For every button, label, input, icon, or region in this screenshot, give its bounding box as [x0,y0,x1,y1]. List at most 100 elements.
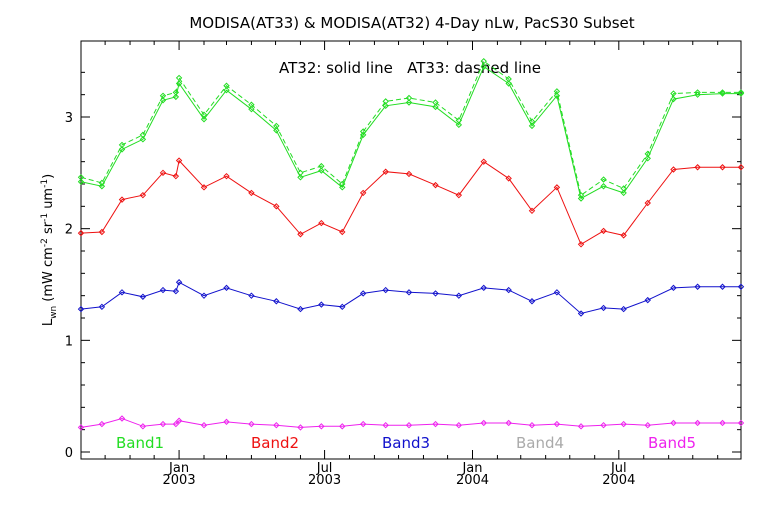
data-point [432,181,439,189]
data-point [175,80,183,87]
data-point [172,420,180,428]
data-point [455,421,463,429]
data-point [172,172,180,180]
data-point [273,298,280,305]
data-point [600,304,607,312]
data-point [139,191,147,199]
data-point [620,305,627,313]
data-point [118,415,126,422]
data-point [600,227,607,235]
data-point [297,305,304,313]
data-point [505,75,512,83]
legend-item-band4: Band4 [516,434,564,452]
data-point [297,231,304,238]
data-point [505,419,512,427]
data-point [248,101,255,108]
data-point [670,90,677,97]
data-point [432,420,439,428]
data-point [405,289,413,296]
data-point [139,136,147,143]
data-point [528,421,536,429]
data-point [644,155,651,162]
data-point [200,111,208,118]
data-point [737,283,745,290]
data-point [159,286,167,294]
data-point [719,89,726,96]
data-point [77,178,85,185]
data-point [505,175,512,182]
x-tick-label-month: Jan [461,461,482,476]
data-point [644,199,651,207]
data-point [200,421,208,429]
data-point [455,191,463,199]
data-point [339,184,346,191]
data-point [553,289,561,296]
data-point [98,183,106,190]
data-point [248,292,255,299]
data-point [297,424,304,431]
data-point [432,99,439,106]
data-point [318,219,325,227]
data-point [77,229,85,237]
data-point [339,303,346,311]
data-point [405,170,413,178]
data-point [600,421,607,429]
data-point [432,290,439,297]
y-axis-label: Lwn (mW cm-2 sr-1 um-1) [40,174,59,326]
data-point [98,420,106,428]
data-point [405,421,413,429]
svg-text:Lwn (mW cm-2 sr-1 um-1): Lwn (mW cm-2 sr-1 um-1) [40,174,59,326]
data-point [200,184,208,191]
data-point [553,420,561,428]
data-point [273,127,280,134]
data-point [339,180,346,188]
data-point [139,293,147,300]
series-line-dashed-1 [80,60,741,197]
y-tick-label: 0 [65,446,73,461]
data-point [719,283,726,290]
data-point [318,301,325,308]
x-tick-label-month: Jan [168,461,189,476]
x-tick-label-year: 2004 [602,473,635,488]
data-point [175,157,183,164]
data-point [139,423,147,430]
legend-item-band1: Band1 [116,434,164,452]
data-point [553,88,561,95]
data-point [644,421,651,429]
data-point [248,105,255,113]
data-point [172,93,180,101]
series-line-3 [80,281,741,315]
legend-item-band5: Band5 [648,434,696,452]
data-point [318,167,325,174]
series-line-4 [80,417,741,428]
data-point [553,92,561,99]
data-point [223,172,230,180]
data-point [670,419,677,427]
ylabel-units: (mW cm [41,247,56,302]
data-point [223,284,230,292]
data-point [620,189,627,197]
data-point [359,131,367,139]
y-tick-label: 3 [65,111,73,126]
data-point [98,228,106,236]
data-point [118,289,126,296]
data-point [620,185,627,192]
data-point [600,183,607,190]
data-point [223,418,230,426]
data-point [139,131,147,139]
data-point [670,284,677,292]
data-point [455,121,463,129]
x-tick-label-month: Jul [610,461,627,476]
data-point [719,419,726,427]
data-point [273,122,280,130]
data-point [77,305,85,313]
data-point [175,74,183,82]
chart-title: MODISA(AT33) & MODISA(AT32) 4-Day nLw, P… [189,14,634,32]
data-point [644,150,651,158]
data-point [694,419,701,427]
data-point [223,82,230,89]
data-point [159,420,167,428]
data-point [455,292,463,299]
data-point [405,94,413,102]
data-point [273,203,280,210]
